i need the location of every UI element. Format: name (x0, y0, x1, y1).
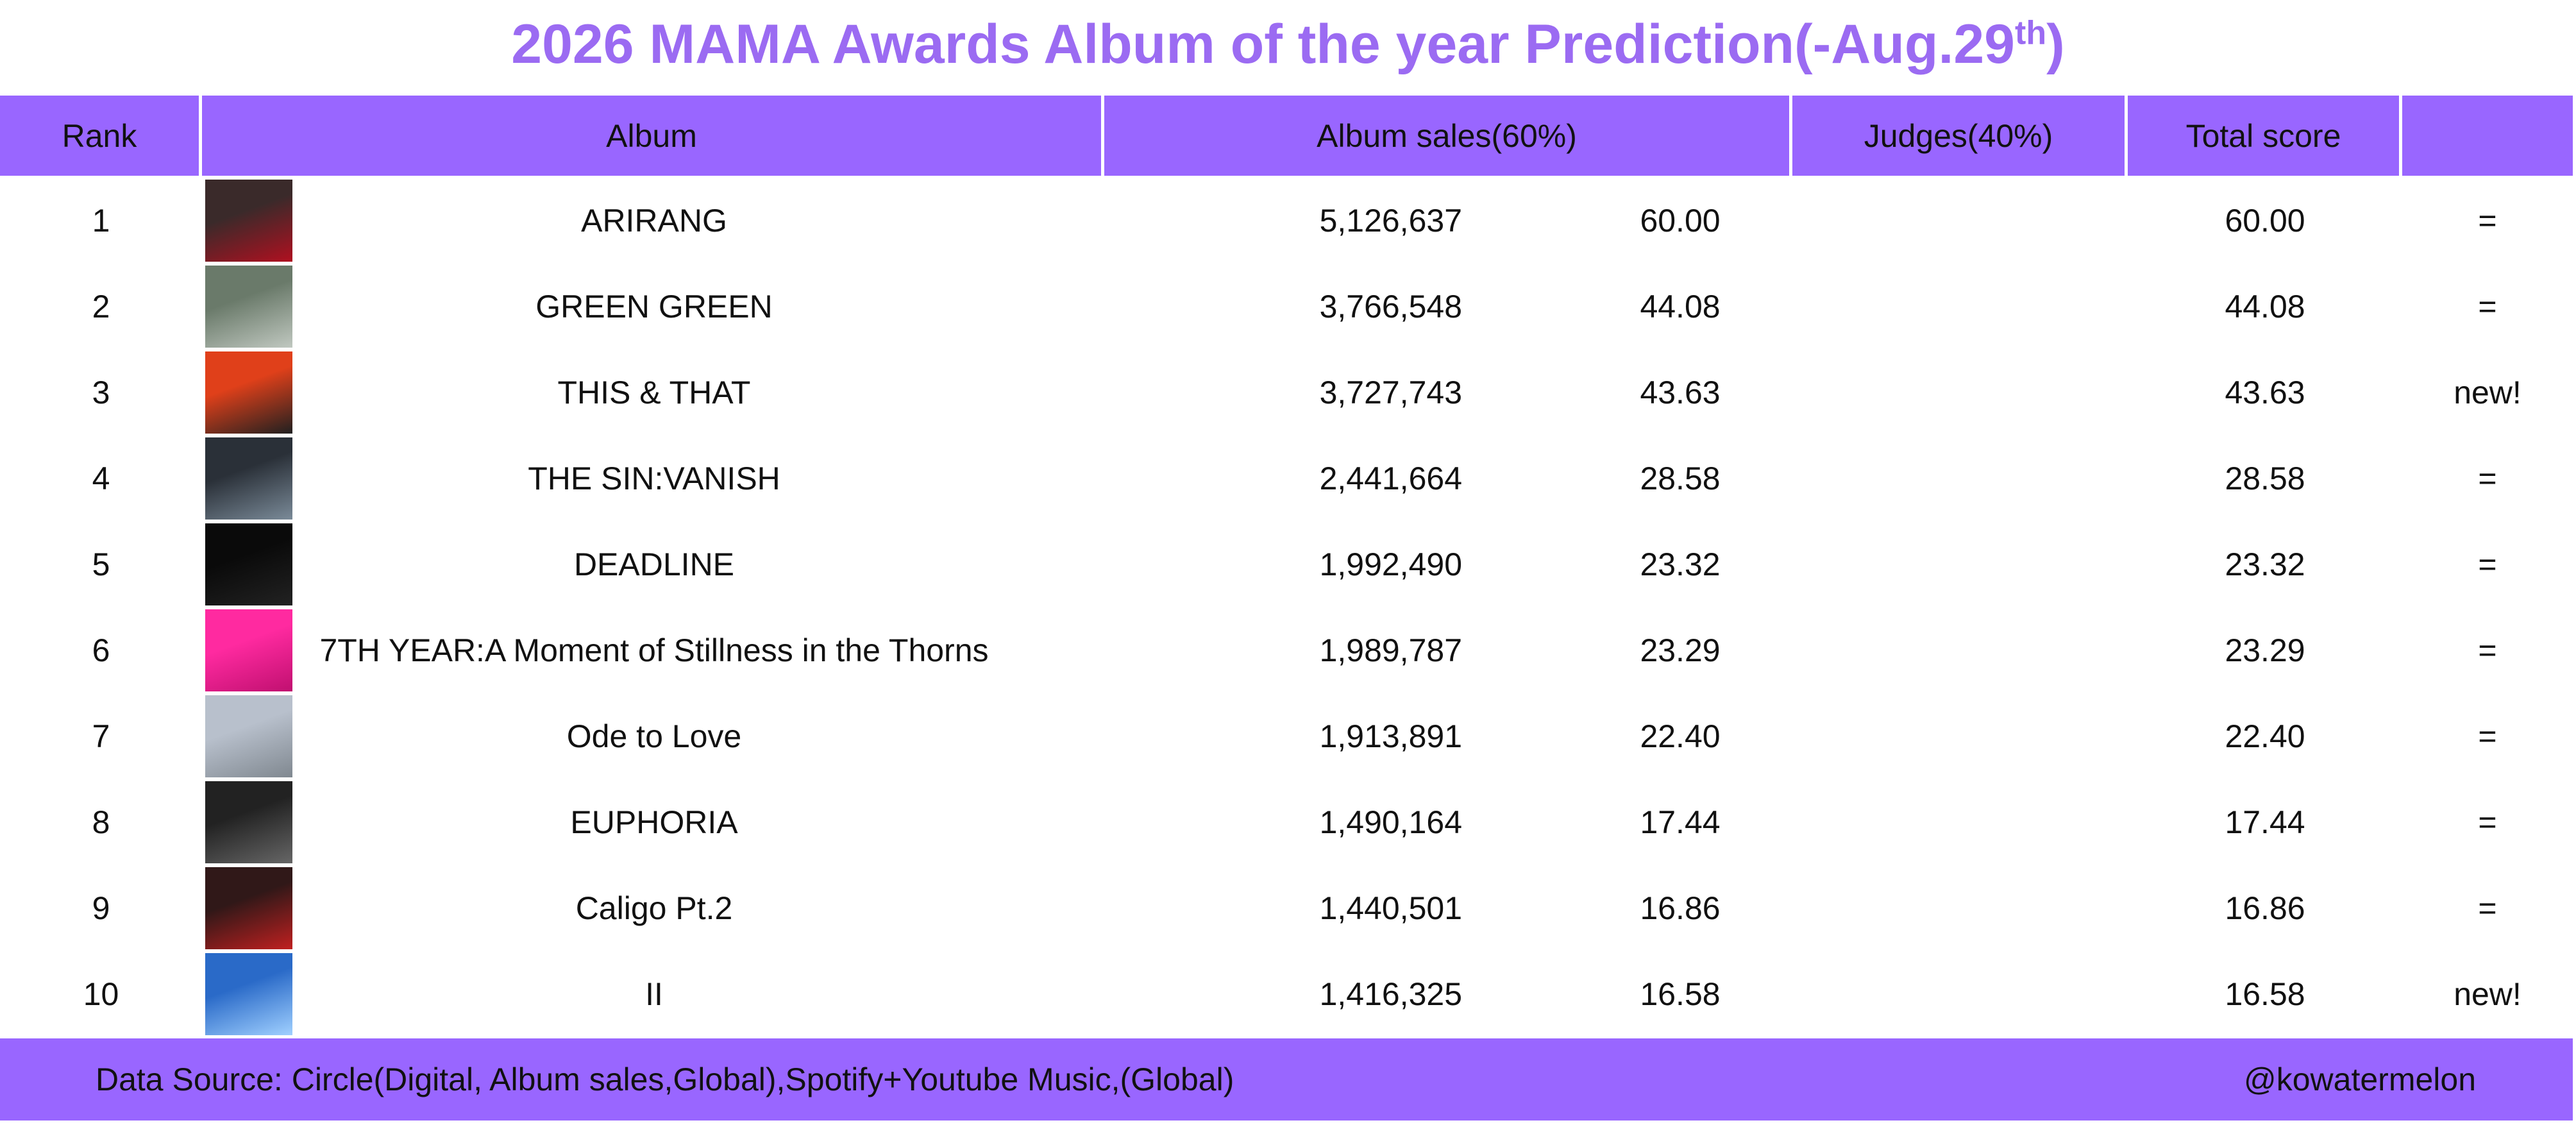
rank-change: = (2478, 718, 2497, 754)
rank: 2 (92, 289, 110, 325)
album-cover (205, 437, 292, 520)
rank-change: = (2478, 203, 2497, 239)
footer-source: Data Source: Circle(Digital, Album sales… (96, 1062, 1234, 1097)
rank-change: new! (2454, 375, 2521, 410)
header-cell: Rank (0, 96, 199, 176)
album-cover (205, 867, 292, 949)
header-cell: Total score (2128, 96, 2399, 176)
rank: 9 (92, 890, 110, 926)
rank: 5 (92, 546, 110, 582)
album-sales: 3,727,743 (1319, 375, 1462, 410)
total-score: 16.58 (2225, 976, 2305, 1012)
album-cover (205, 609, 292, 691)
album-title: GREEN GREEN (535, 289, 773, 325)
album-sales: 5,126,637 (1319, 203, 1462, 239)
sales-score: 23.29 (1640, 632, 1721, 668)
rank: 6 (92, 632, 110, 668)
sales-score: 43.63 (1640, 375, 1721, 410)
album-title: 7TH YEAR:A Moment of Stillness in the Th… (319, 632, 989, 668)
sales-score: 60.00 (1640, 203, 1721, 239)
rank: 1 (92, 203, 110, 239)
title-sup: th (2015, 14, 2047, 52)
sales-score: 44.08 (1640, 289, 1721, 325)
header-cell (2402, 96, 2573, 176)
album-title: THIS & THAT (557, 375, 751, 410)
total-score: 22.40 (2225, 718, 2305, 754)
sales-score: 16.58 (1640, 976, 1721, 1012)
total-score: 44.08 (2225, 289, 2305, 325)
album-cover (205, 180, 292, 262)
footer-handle: @kowatermelon (2243, 1062, 2476, 1097)
title: 2026 MAMA Awards Album of the year Predi… (0, 13, 2576, 76)
rank-change: new! (2454, 976, 2521, 1012)
total-score: 23.29 (2225, 632, 2305, 668)
header-cell: Album sales(60%) (1104, 96, 1789, 176)
album-title: ARIRANG (581, 203, 727, 239)
album-title: Caligo Pt.2 (575, 890, 733, 926)
rank-change: = (2478, 804, 2497, 840)
album-cover (205, 695, 292, 777)
album-sales: 1,992,490 (1319, 546, 1462, 582)
total-score: 60.00 (2225, 203, 2305, 239)
sales-score: 22.40 (1640, 718, 1721, 754)
album-sales: 1,490,164 (1319, 804, 1462, 840)
rank: 7 (92, 718, 110, 754)
album-sales: 1,416,325 (1319, 976, 1462, 1012)
album-title: EUPHORIA (570, 804, 738, 840)
album-sales: 2,441,664 (1319, 461, 1462, 496)
rank-change: = (2478, 632, 2497, 668)
album-cover (205, 523, 292, 605)
sales-score: 28.58 (1640, 461, 1721, 496)
total-score: 17.44 (2225, 804, 2305, 840)
album-cover (205, 266, 292, 348)
total-score: 43.63 (2225, 375, 2305, 410)
rank: 8 (92, 804, 110, 840)
album-sales: 3,766,548 (1319, 289, 1462, 325)
rank-change: = (2478, 461, 2497, 496)
rank-change: = (2478, 289, 2497, 325)
album-title: THE SIN:VANISH (528, 461, 780, 496)
footer-bar (0, 1038, 2573, 1121)
album-cover (205, 351, 292, 434)
album-cover (205, 781, 292, 863)
album-cover (205, 953, 292, 1035)
rank: 3 (92, 375, 110, 410)
album-title: DEADLINE (573, 546, 735, 582)
total-score: 23.32 (2225, 546, 2305, 582)
album-sales: 1,440,501 (1319, 890, 1462, 926)
sales-score: 23.32 (1640, 546, 1721, 582)
header-cell: Album (202, 96, 1101, 176)
total-score: 28.58 (2225, 461, 2305, 496)
total-score: 16.86 (2225, 890, 2305, 926)
sales-score: 17.44 (1640, 804, 1721, 840)
album-title: Ode to Love (566, 718, 742, 754)
rank: 4 (92, 461, 110, 496)
header-cell: Judges(40%) (1792, 96, 2125, 176)
title-text: 2026 MAMA Awards Album of the year Predi… (511, 13, 2016, 75)
rank-change: = (2478, 546, 2497, 582)
sales-score: 16.86 (1640, 890, 1721, 926)
album-sales: 1,913,891 (1319, 718, 1462, 754)
title-end: ) (2046, 13, 2065, 75)
album-title: II (645, 976, 663, 1012)
rank-change: = (2478, 890, 2497, 926)
album-sales: 1,989,787 (1319, 632, 1462, 668)
rank: 10 (83, 976, 119, 1012)
